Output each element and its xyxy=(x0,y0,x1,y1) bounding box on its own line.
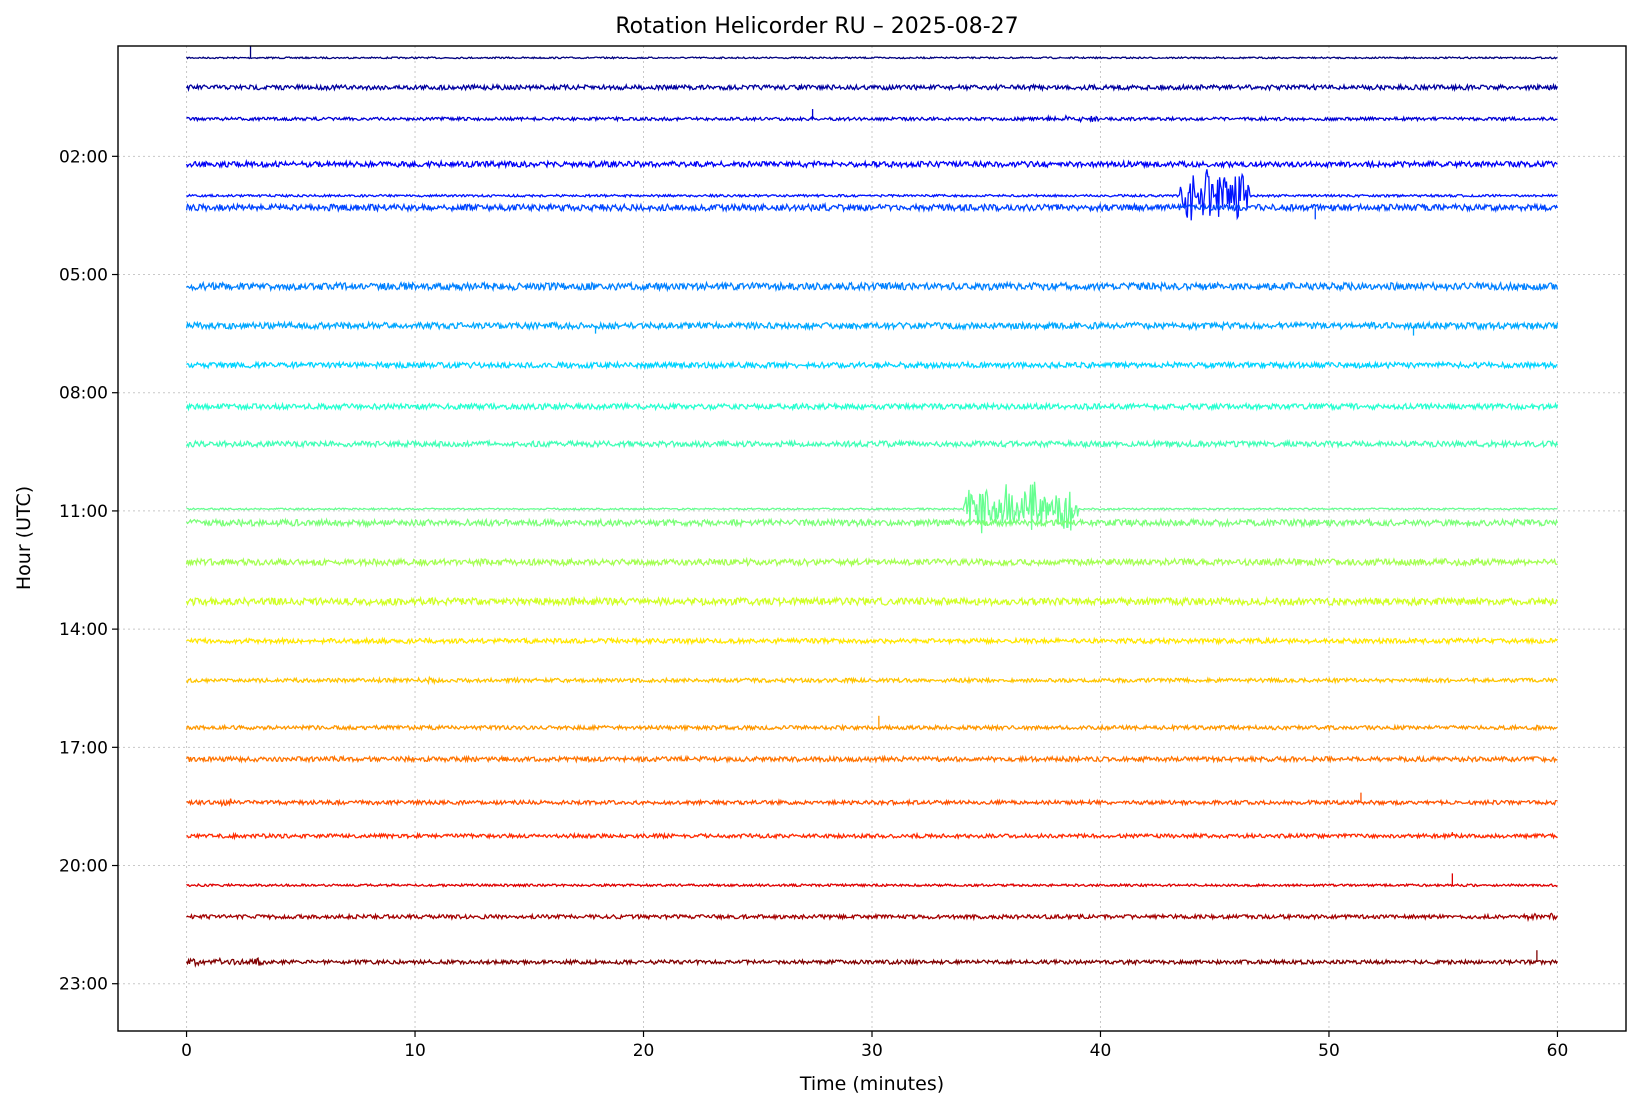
trace-line-21 xyxy=(186,912,1559,923)
y-axis-label: Hour (UTC) xyxy=(13,486,35,590)
y-axis: 02:00 05:00 08:00 11:00 14:00 17:00 20:00 23:00 xyxy=(59,147,118,995)
x-axis: 0 10 20 30 40 50 60 xyxy=(181,1031,1568,1061)
x-tick-label: 10 xyxy=(404,1041,426,1061)
trace-line-20 xyxy=(186,882,1558,888)
trace-line-3 xyxy=(185,158,1558,170)
y-tick-label: 08:00 xyxy=(59,384,108,404)
trace-line-2 xyxy=(186,113,1558,124)
grid-layer xyxy=(118,46,1626,1031)
trace-line-19 xyxy=(186,831,1558,841)
y-tick-label: 02:00 xyxy=(59,147,108,167)
trace-line-6 xyxy=(185,320,1559,332)
trace-line-10 xyxy=(186,481,1558,534)
trace-line-9 xyxy=(186,438,1559,450)
trace-line-4 xyxy=(185,201,1559,214)
trace-line-18 xyxy=(186,798,1558,808)
trace-line-11 xyxy=(186,517,1559,529)
trace-line-1 xyxy=(185,82,1559,93)
trace-line-15 xyxy=(185,675,1558,686)
y-tick-label: 17:00 xyxy=(59,738,108,758)
trace-line-0 xyxy=(186,55,1558,60)
trace-line-16 xyxy=(185,723,1558,732)
trace-line-5 xyxy=(186,280,1559,293)
y-tick-label: 20:00 xyxy=(59,857,108,877)
x-tick-label: 40 xyxy=(1090,1041,1112,1061)
y-tick-label: 14:00 xyxy=(59,620,108,640)
trace-line-12 xyxy=(185,556,1558,568)
x-axis-label: Time (minutes) xyxy=(799,1073,944,1095)
x-tick-label: 20 xyxy=(633,1041,655,1061)
trace-layer xyxy=(185,46,1559,968)
x-tick-label: 0 xyxy=(181,1041,192,1061)
y-tick-label: 23:00 xyxy=(59,975,108,995)
trace-line-14 xyxy=(186,636,1558,646)
trace-line-22 xyxy=(185,956,1559,968)
y-tick-label: 05:00 xyxy=(59,266,108,286)
trace-line-13 xyxy=(185,595,1558,608)
plot-frame xyxy=(117,45,1627,1032)
trace-line-4 xyxy=(186,169,1558,221)
trace-line-7 xyxy=(186,359,1558,371)
x-tick-label: 60 xyxy=(1547,1041,1569,1061)
y-tick-label: 11:00 xyxy=(59,502,108,522)
x-tick-label: 30 xyxy=(861,1041,883,1061)
chart-title: Rotation Helicorder RU – 2025-08-27 xyxy=(615,14,1018,39)
trace-line-17 xyxy=(185,754,1558,764)
x-tick-label: 50 xyxy=(1318,1041,1340,1061)
trace-line-8 xyxy=(185,401,1559,412)
